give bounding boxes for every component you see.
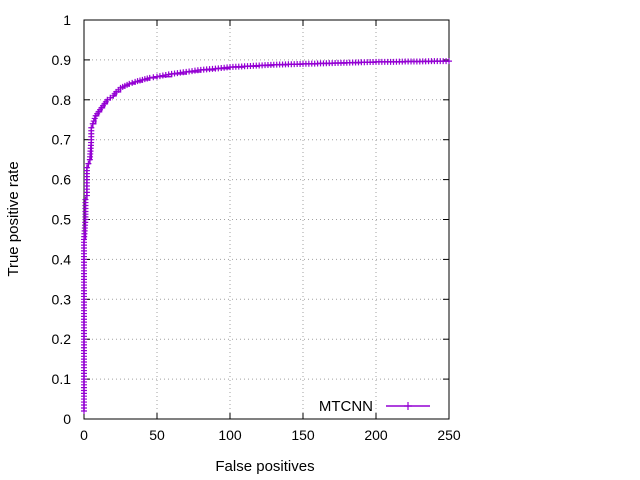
data-point — [129, 79, 136, 86]
data-point — [115, 86, 122, 93]
data-point — [224, 64, 231, 71]
data-point — [81, 359, 87, 365]
data-point — [81, 378, 87, 385]
legend: MTCNN — [319, 398, 430, 415]
data-point — [81, 319, 87, 326]
data-point — [97, 106, 104, 113]
y-tick-label: 0 — [63, 411, 71, 427]
data-point — [340, 59, 347, 66]
y-tick-label: 1 — [63, 12, 71, 28]
data-point — [267, 61, 274, 68]
data-point — [384, 58, 391, 65]
legend-plus-marker — [404, 402, 412, 410]
data-point — [85, 160, 92, 167]
data-point — [88, 139, 95, 146]
data-point — [209, 65, 216, 72]
data-point — [81, 399, 87, 406]
y-tick-label: 0.3 — [52, 291, 72, 307]
data-point — [82, 219, 89, 226]
y-tick-label: 0.5 — [52, 212, 72, 228]
plot-border — [83, 19, 450, 420]
x-axis-label: False positives — [215, 458, 314, 475]
data-point — [81, 339, 87, 346]
data-point — [81, 299, 87, 306]
data-point — [253, 62, 260, 69]
axes — [83, 19, 450, 420]
ticks: 0 50 100 150 200 250 0 0.1 0.2 0.3 0.4 0.5 0.6 0.7 0.8… — [52, 12, 461, 443]
data-point — [180, 69, 187, 76]
data-point — [81, 239, 87, 246]
data-point — [88, 127, 95, 134]
data-point — [111, 90, 118, 97]
data-point — [311, 60, 318, 67]
data-point — [83, 179, 90, 186]
data-point — [99, 102, 106, 109]
data-point — [150, 74, 157, 81]
data-point — [282, 61, 289, 68]
data-point — [81, 259, 87, 266]
data-point — [326, 60, 333, 67]
data-point — [428, 58, 435, 65]
data-point — [144, 75, 151, 82]
x-tick-label: 250 — [437, 427, 461, 443]
data-point — [119, 83, 126, 90]
data-point — [124, 81, 131, 88]
data-point — [83, 167, 90, 174]
data-point — [399, 58, 406, 65]
data-point — [82, 199, 89, 206]
data-point — [81, 279, 87, 286]
data-point — [238, 63, 245, 70]
data-point — [413, 58, 420, 65]
data-point — [102, 98, 109, 105]
data-point — [355, 59, 362, 66]
data-point — [194, 67, 201, 74]
legend-marker-mtcnn — [404, 402, 412, 410]
x-tick-label: 100 — [218, 427, 242, 443]
x-tick-label: 150 — [291, 427, 315, 443]
data-point — [443, 58, 450, 65]
x-tick-label: 0 — [80, 427, 88, 443]
y-tick-label: 0.4 — [52, 251, 72, 267]
data-point — [82, 211, 89, 218]
data-point — [297, 60, 304, 67]
series-mtcnn — [81, 58, 452, 415]
grid — [84, 20, 449, 419]
y-tick-label: 0.1 — [52, 371, 72, 387]
y-tick-label: 0.7 — [52, 132, 72, 148]
y-tick-label: 0.8 — [52, 92, 72, 108]
data-point — [370, 58, 377, 65]
x-tick-label: 200 — [364, 427, 388, 443]
y-axis-label: True positive rate — [5, 161, 22, 276]
data-point — [91, 115, 98, 122]
series-line — [83, 60, 449, 412]
data-point — [90, 118, 97, 125]
data-point — [136, 77, 143, 84]
x-tick-label: 50 — [149, 427, 165, 443]
data-point — [94, 110, 101, 117]
data-point — [165, 71, 172, 78]
legend-label-mtcnn: MTCNN — [319, 398, 373, 415]
y-tick-label: 0.6 — [52, 172, 72, 188]
y-tick-label: 0.9 — [52, 52, 72, 68]
y-tick-label: 0.2 — [52, 331, 72, 347]
data-point — [89, 120, 96, 127]
